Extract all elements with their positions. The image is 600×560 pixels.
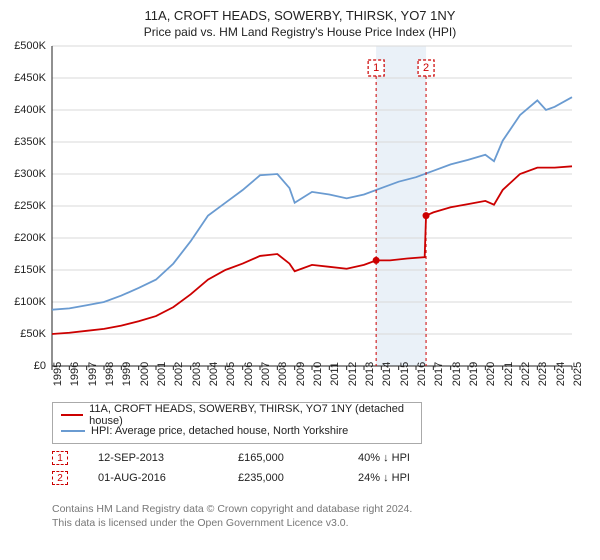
x-tick-label: 2003 [191, 362, 203, 386]
x-tick-label: 2008 [277, 362, 289, 386]
sale-delta: 24% ↓ HPI [358, 472, 410, 484]
legend-swatch [61, 430, 85, 432]
footer-line-2: This data is licensed under the Open Gov… [52, 516, 412, 530]
x-tick-label: 2002 [173, 362, 185, 386]
x-tick-label: 2020 [485, 362, 497, 386]
x-tick-label: 2016 [416, 362, 428, 386]
footer: Contains HM Land Registry data © Crown c… [52, 502, 412, 530]
sale-price: £235,000 [238, 472, 328, 484]
sale-marker-icon: 1 [52, 451, 68, 465]
x-tick-label: 2012 [347, 362, 359, 386]
y-tick-label: £500K [0, 40, 46, 52]
x-tick-label: 2014 [381, 362, 393, 386]
y-tick-label: £300K [0, 168, 46, 180]
x-tick-label: 2007 [260, 362, 272, 386]
x-tick-label: 2021 [503, 362, 515, 386]
x-tick-label: 2025 [572, 362, 584, 386]
svg-text:1: 1 [373, 62, 379, 74]
chart-container: 11A, CROFT HEADS, SOWERBY, THIRSK, YO7 1… [0, 0, 600, 560]
sale-row: 1 12-SEP-2013 £165,000 40% ↓ HPI [52, 448, 410, 468]
legend-swatch [61, 414, 83, 416]
legend-row: 11A, CROFT HEADS, SOWERBY, THIRSK, YO7 1… [61, 407, 413, 423]
x-tick-label: 2005 [225, 362, 237, 386]
x-tick-label: 2018 [451, 362, 463, 386]
legend-label: 11A, CROFT HEADS, SOWERBY, THIRSK, YO7 1… [89, 403, 413, 427]
x-tick-label: 2001 [156, 362, 168, 386]
y-tick-label: £100K [0, 296, 46, 308]
footer-line-1: Contains HM Land Registry data © Crown c… [52, 502, 412, 516]
y-tick-label: £0 [0, 360, 46, 372]
x-tick-label: 2000 [139, 362, 151, 386]
x-tick-label: 2006 [243, 362, 255, 386]
x-tick-label: 2011 [329, 362, 341, 386]
sale-date: 12-SEP-2013 [98, 452, 208, 464]
x-tick-label: 2024 [555, 362, 567, 386]
y-tick-label: £200K [0, 232, 46, 244]
sale-marker-icon: 2 [52, 471, 68, 485]
sales-table: 1 12-SEP-2013 £165,000 40% ↓ HPI 2 01-AUG-201… [52, 448, 410, 488]
y-tick-label: £350K [0, 136, 46, 148]
x-tick-label: 2013 [364, 362, 376, 386]
y-tick-label: £150K [0, 264, 46, 276]
x-tick-label: 1996 [69, 362, 81, 386]
svg-text:2: 2 [423, 62, 429, 74]
y-tick-label: £400K [0, 104, 46, 116]
x-tick-label: 1998 [104, 362, 116, 386]
x-tick-label: 2019 [468, 362, 480, 386]
x-tick-label: 2015 [399, 362, 411, 386]
sale-price: £165,000 [238, 452, 328, 464]
sale-row: 2 01-AUG-2016 £235,000 24% ↓ HPI [52, 468, 410, 488]
legend: 11A, CROFT HEADS, SOWERBY, THIRSK, YO7 1… [52, 402, 422, 444]
x-tick-label: 2017 [433, 362, 445, 386]
y-tick-label: £450K [0, 72, 46, 84]
sale-date: 01-AUG-2016 [98, 472, 208, 484]
legend-label: HPI: Average price, detached house, Nort… [91, 425, 348, 437]
y-tick-label: £50K [0, 328, 46, 340]
y-tick-label: £250K [0, 200, 46, 212]
sale-delta: 40% ↓ HPI [358, 452, 410, 464]
x-tick-label: 2004 [208, 362, 220, 386]
x-tick-label: 2009 [295, 362, 307, 386]
x-tick-label: 1997 [87, 362, 99, 386]
x-tick-label: 1995 [52, 362, 64, 386]
x-tick-label: 1999 [121, 362, 133, 386]
x-tick-label: 2022 [520, 362, 532, 386]
chart-plot: 12 [0, 0, 600, 372]
x-tick-label: 2010 [312, 362, 324, 386]
x-tick-label: 2023 [537, 362, 549, 386]
